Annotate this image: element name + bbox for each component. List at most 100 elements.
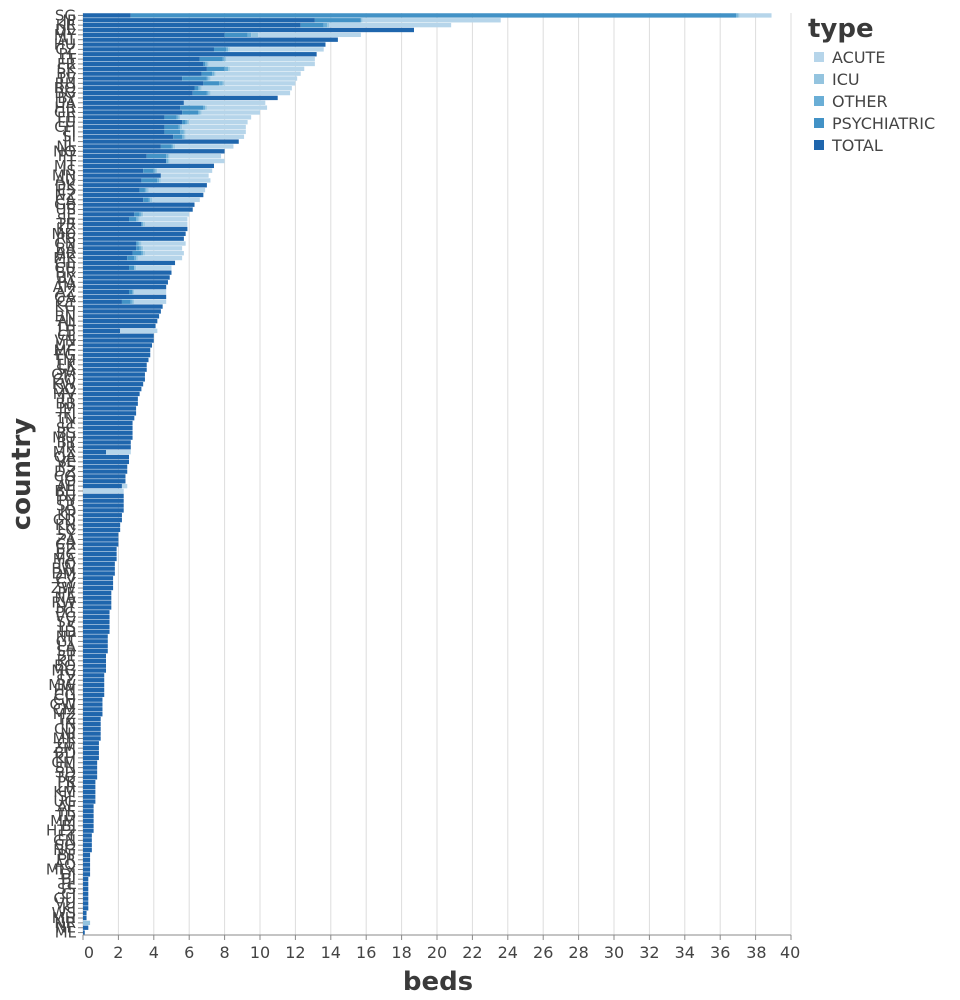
- y-tick-label: CI: [61, 885, 76, 903]
- bar-other: [198, 86, 200, 91]
- y-tick-label: TD: [54, 807, 76, 825]
- y-tick-label: KZ: [56, 220, 76, 238]
- bar-total: [83, 547, 117, 552]
- y-tick-label: GN: [53, 831, 76, 849]
- bar-total: [83, 517, 122, 523]
- bar-psychiatric: [127, 255, 135, 261]
- bar-group: [83, 406, 137, 411]
- bar-group: [83, 241, 186, 246]
- bar-group: [83, 236, 184, 241]
- y-tick-label: LT: [61, 50, 77, 68]
- bar-other: [206, 90, 209, 96]
- bar-acute: [139, 217, 188, 222]
- bar-total: [83, 187, 140, 193]
- y-tick-label: EC: [56, 545, 76, 563]
- bar-psychiatric: [129, 289, 133, 295]
- bar-total: [83, 158, 167, 164]
- bar-total: [83, 61, 204, 67]
- bar-total: [83, 527, 121, 532]
- bar-group: [83, 338, 154, 343]
- bar-total: [83, 571, 115, 576]
- bar-total: [83, 736, 101, 741]
- bar-group: [83, 498, 124, 503]
- bar-group: [83, 634, 108, 639]
- x-tick-label: 18: [391, 943, 411, 962]
- bar-group: [83, 348, 151, 353]
- y-tick-label: LC: [57, 521, 76, 539]
- bar-total: [83, 901, 89, 906]
- bar-total: [83, 197, 144, 203]
- bar-total: [83, 886, 89, 892]
- bar-total: [83, 566, 115, 571]
- bar-acute: [189, 120, 248, 125]
- bar-total: [83, 823, 94, 828]
- y-tick-label: VN: [55, 332, 76, 350]
- bar-icu: [183, 129, 186, 135]
- bar-group: [83, 153, 222, 159]
- bar-acute: [185, 129, 246, 135]
- bar-other: [166, 158, 168, 164]
- bar-icu: [180, 124, 183, 130]
- bar-total: [83, 479, 126, 484]
- bar-total: [83, 581, 114, 586]
- bar-total: [83, 556, 117, 562]
- bar-group: [83, 183, 207, 188]
- bar-acute: [201, 110, 260, 115]
- bar-total: [83, 212, 135, 217]
- bar-icu: [141, 246, 144, 251]
- y-tick-label: ER: [56, 851, 76, 869]
- bar-group: [83, 862, 91, 867]
- y-tick-label: SO: [55, 836, 76, 854]
- bar-total: [83, 833, 92, 838]
- bar-total: [83, 129, 165, 135]
- bar-group: [83, 280, 168, 285]
- bar-group: [83, 833, 92, 838]
- y-tick-label: GB: [54, 196, 76, 214]
- bar-group: [83, 547, 117, 552]
- y-tick-label: KI: [62, 899, 76, 917]
- bar-group: [83, 687, 105, 693]
- bar-total: [83, 81, 204, 86]
- x-tick-label: 8: [220, 943, 230, 962]
- bar-group: [83, 178, 211, 183]
- y-tick-label: CL: [57, 327, 76, 345]
- y-tick-label: WS: [52, 904, 76, 922]
- y-tick-label: JM: [58, 399, 76, 417]
- y-tick-label: ME: [54, 341, 76, 359]
- legend-label: ICU: [832, 70, 860, 89]
- bar-group: [83, 673, 105, 678]
- bar-icu: [159, 178, 161, 183]
- legend-item: TOTAL: [814, 136, 883, 155]
- y-tick-label: IR: [61, 438, 76, 456]
- bar-total: [83, 52, 317, 57]
- bar-icu: [360, 18, 363, 23]
- bar-psychiatric: [203, 61, 206, 67]
- bar-psychiatric: [314, 18, 361, 23]
- bar-group: [83, 610, 110, 615]
- legend-label: PSYCHIATRIC: [832, 114, 935, 133]
- bar-psychiatric: [146, 153, 167, 159]
- bars: [83, 13, 772, 935]
- bar-total: [83, 493, 124, 499]
- bar-psychiatric: [173, 134, 183, 139]
- bar-total: [83, 270, 172, 275]
- y-tick-label: CM: [53, 700, 76, 718]
- bar-psychiatric: [182, 120, 186, 125]
- y-tick-label: GA: [54, 288, 77, 306]
- y-tick-label: TL: [57, 875, 76, 893]
- bar-psychiatric: [224, 32, 248, 38]
- bar-total: [83, 838, 92, 843]
- bar-group: [83, 163, 214, 169]
- legend-item: ACUTE: [814, 48, 885, 67]
- bar-total: [83, 90, 193, 96]
- bar-acute: [258, 32, 361, 38]
- y-tick-label: US: [55, 201, 76, 219]
- bar-icu: [132, 289, 135, 295]
- y-tick-label: ML: [55, 924, 77, 942]
- y-tick-label: VC: [55, 608, 76, 626]
- bar-other: [166, 153, 168, 159]
- x-tick-label: 28: [568, 943, 588, 962]
- bar-group: [83, 551, 117, 557]
- bar-total: [83, 653, 107, 659]
- y-tick-label: RU: [55, 74, 76, 92]
